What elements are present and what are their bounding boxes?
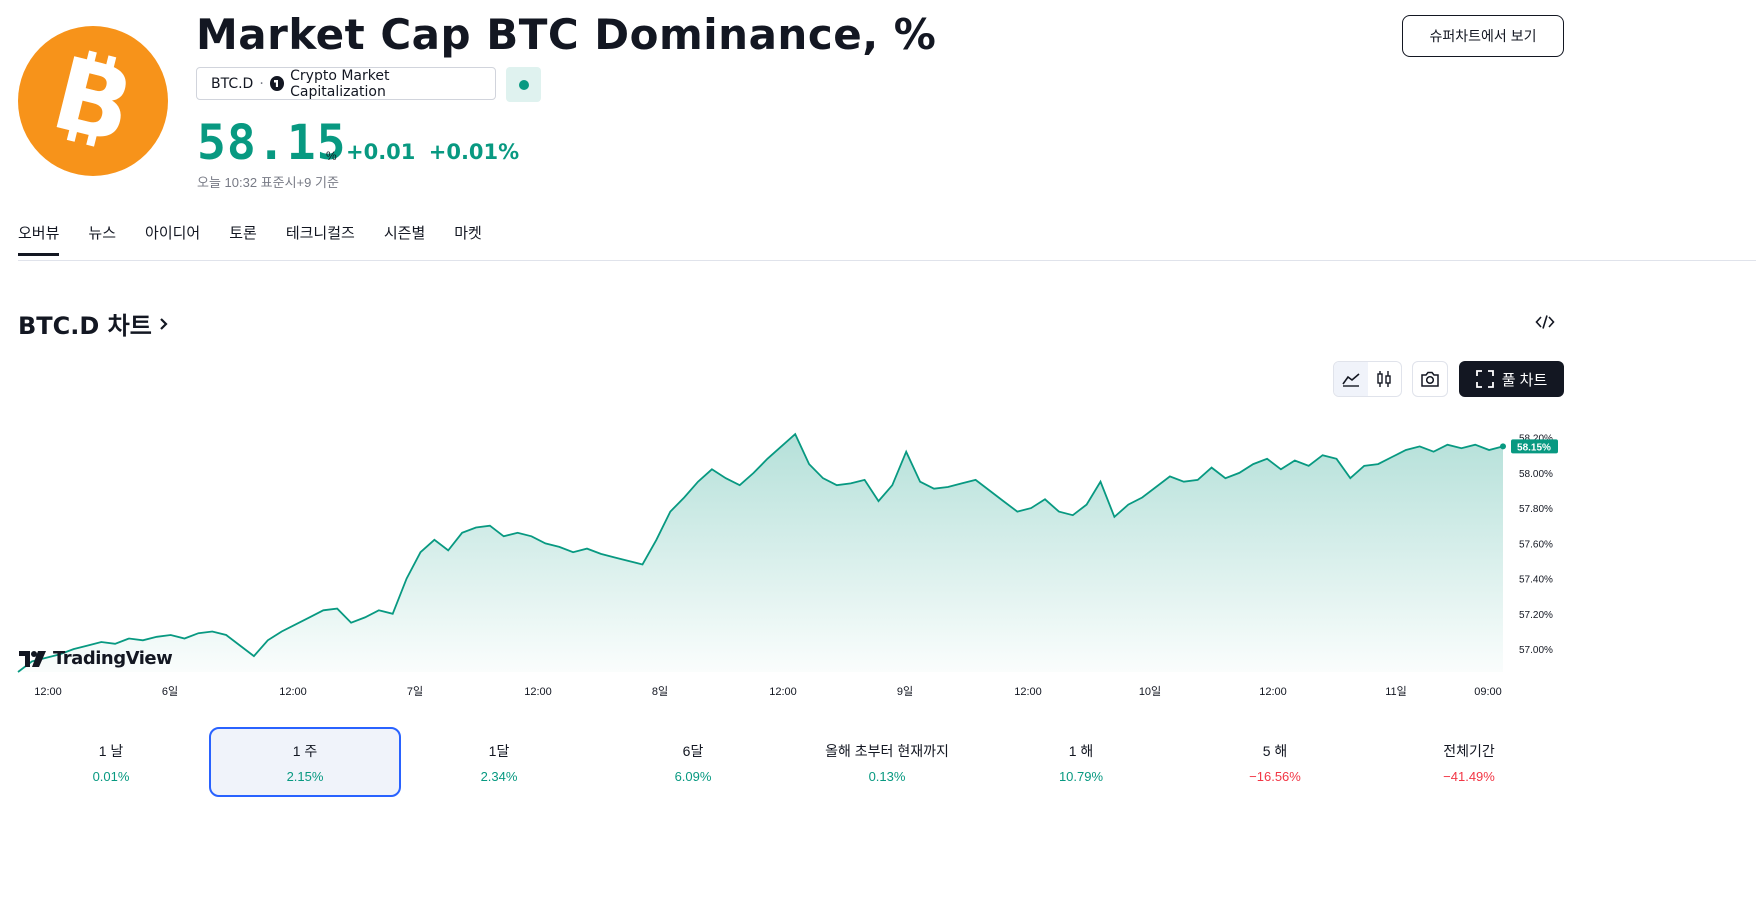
x-tick-label: 11일 [1385,684,1407,698]
separator-dot: · [259,75,264,92]
period-5y[interactable]: 5 해 −16.56% [1179,727,1371,797]
price-unit: % [326,149,337,163]
tradingview-logo-icon [19,650,46,667]
period-label: 올해 초부터 현재까지 [825,743,949,759]
period-1y[interactable]: 1 해 10.79% [985,727,1177,797]
period-value: 10.79% [1058,769,1104,784]
x-tick-label: 10일 [1139,684,1161,698]
y-tick-label: 58.20% [1519,434,1553,445]
period-6m[interactable]: 6달 6.09% [597,727,789,797]
tab-markets[interactable]: 마켓 [454,225,482,242]
tradingview-wordmark: TradingView [53,648,173,669]
fullscreen-icon [1475,370,1494,388]
period-label: 6달 [682,743,704,759]
period-1w[interactable]: 1 주 2.15% [209,727,401,797]
period-value: 2.34% [480,769,518,784]
y-tick-label: 57.40% [1519,575,1553,586]
tab-discussion[interactable]: 토론 [229,225,257,242]
x-tick-label: 12:00 [34,686,62,698]
period-label: 1 해 [1068,743,1094,759]
tab-bar: 오버뷰 뉴스 아이디어 토론 테크니컬즈 시즌별 마켓 [18,222,482,256]
bitcoin-logo-icon: B [18,26,168,176]
tradingview-brand: TradingView [19,648,173,669]
tab-overview[interactable]: 오버뷰 [18,222,60,256]
x-tick-label: 12:00 [769,686,797,698]
change-value: +0.01 [346,140,416,164]
last-price-dot [1500,443,1506,450]
snapshot-button[interactable] [1412,361,1448,397]
chart-style-toggle [1333,361,1402,397]
camera-icon [1421,371,1439,387]
period-all[interactable]: 전체기간 −41.49% [1373,727,1565,797]
open-supercharts-button[interactable]: 슈퍼차트에서 보기 [1402,15,1564,57]
tab-seasonals[interactable]: 시즌별 [383,225,426,242]
x-tick-label: 12:00 [1259,686,1287,698]
x-tick-label: 7일 [407,684,423,698]
current-price-label: 58.15% [1517,442,1551,453]
period-value: 2.15% [286,769,324,784]
change-percent: +0.01% [428,140,520,164]
period-value: 0.01% [92,769,130,784]
tradingview-source-icon [269,76,285,91]
period-value: 6.09% [674,769,712,784]
y-tick-label: 58.00% [1519,469,1553,480]
period-value: 0.13% [868,769,906,784]
candles-icon [1377,371,1391,387]
source-name: Crypto Market Capitalization [290,67,390,100]
x-tick-label: 09:00 [1474,686,1502,698]
candles-chart-button[interactable] [1368,362,1402,396]
tab-technicals[interactable]: 테크니컬즈 [285,225,355,242]
page-title: Market Cap BTC Dominance, % [196,10,937,59]
chart-area-fill [18,434,1503,672]
period-ytd[interactable]: 올해 초부터 현재까지 0.13% [791,727,983,797]
area-chart-button[interactable] [1334,362,1368,396]
area-chart-icon [1342,373,1360,387]
period-label: 1 주 [292,743,318,759]
price-timestamp: 오늘 10:32 표준시+9 기준 [197,175,339,190]
y-tick-label: 57.00% [1519,645,1553,656]
embed-code-icon[interactable] [1535,312,1555,332]
full-chart-button[interactable]: 풀 차트 [1459,361,1564,397]
tab-ideas[interactable]: 아이디어 [145,225,201,242]
period-label: 1 날 [98,743,124,759]
y-tick-label: 57.20% [1519,610,1553,621]
last-price: 58.15 [197,115,347,171]
price-chart[interactable]: 58.20% 58.00% 57.80% 57.60% 57.40% 57.20% 57.0… [0,400,1756,700]
period-1d[interactable]: 1 날 0.01% [15,727,207,797]
chart-heading-text: BTC.D 차트 [18,312,152,340]
x-tick-label: 12:00 [524,686,552,698]
chart-heading-link[interactable]: BTC.D 차트 [18,306,170,341]
symbol-ticker: BTC.D [211,75,254,92]
status-dot-icon [518,79,529,90]
period-label: 5 해 [1262,743,1288,759]
y-tick-label: 57.80% [1519,504,1553,515]
tabs-divider [18,260,1756,261]
x-tick-label: 9일 [897,684,913,698]
symbol-info[interactable]: BTC.D · Crypto Market Capitalization [196,67,496,100]
period-1m[interactable]: 1달 2.34% [403,727,595,797]
period-label: 전체기간 [1443,743,1495,759]
period-label: 1달 [488,743,510,759]
x-tick-label: 12:00 [1014,686,1042,698]
chevron-right-icon [160,317,168,330]
x-tick-label: 8일 [652,684,668,698]
performance-periods: 1 날 0.01% 1 주 2.15% 1달 2.34% 6달 6.09% 올해 초부터… [15,727,1735,797]
full-chart-label: 풀 차트 [1501,371,1548,389]
period-value: −16.56% [1249,769,1301,784]
x-tick-label: 6일 [162,684,178,698]
price-change: +0.01 +0.01% [346,140,519,164]
price-line [17,432,1504,673]
period-value: −41.49% [1443,769,1495,784]
market-status-badge[interactable] [506,67,541,102]
y-tick-label: 57.60% [1519,539,1553,550]
tab-news[interactable]: 뉴스 [88,225,117,242]
x-tick-label: 12:00 [279,686,307,698]
current-price-label-bg [1511,439,1558,454]
